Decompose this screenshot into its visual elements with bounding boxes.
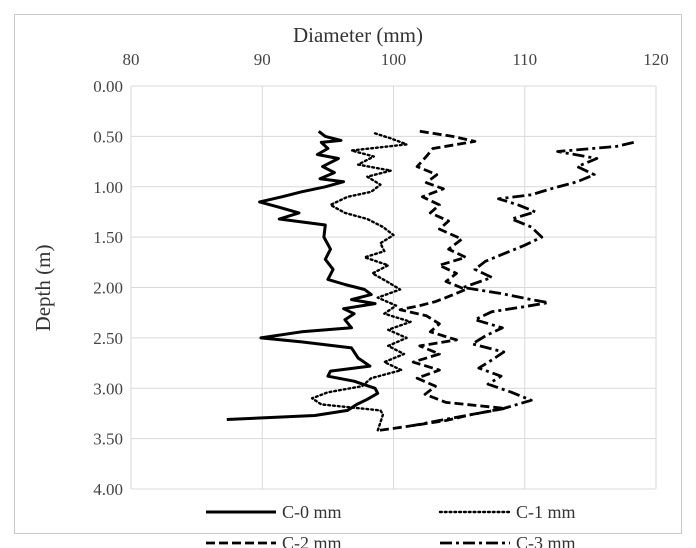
series-lines [226,129,635,432]
y-tick-label: 1.50 [93,228,123,247]
y-tick-label: 1.00 [93,178,123,197]
y-tick-label: 2.50 [93,329,123,348]
y-tick-label: 0.00 [93,77,123,96]
y-tick-label: 0.50 [93,127,123,146]
legend-label: C-3 mm [516,533,576,548]
tick-labels: 80 90 100 110 120 0.00 0.50 1.00 1.50 2.00 2.50 3.0… [93,50,669,499]
series-line-c-0-mm [226,130,380,421]
y-tick-label: 3.50 [93,430,123,449]
legend-label: C-1 mm [516,502,576,522]
legend: C-0 mm C-1 mm C-2 mm C-3 mm [206,502,576,548]
legend-label: C-0 mm [282,502,342,522]
legend-label: C-2 mm [282,533,342,548]
x-tick-label: 80 [123,50,140,69]
x-tick-label: 100 [381,50,407,69]
gridlines [130,85,657,490]
y-tick-label: 3.00 [93,379,123,398]
series-line-c-3-mm [412,141,635,427]
x-axis-title: Diameter (mm) [293,23,423,47]
y-tick-label: 4.00 [93,480,123,499]
x-tick-label: 110 [512,50,537,69]
x-tick-label: 90 [254,50,271,69]
chart-frame [14,14,682,534]
y-axis-title: Depth (m) [31,245,55,332]
series-line-c-1-mm [310,132,412,432]
y-tick-label: 2.00 [93,279,123,298]
x-tick-label: 120 [643,50,669,69]
